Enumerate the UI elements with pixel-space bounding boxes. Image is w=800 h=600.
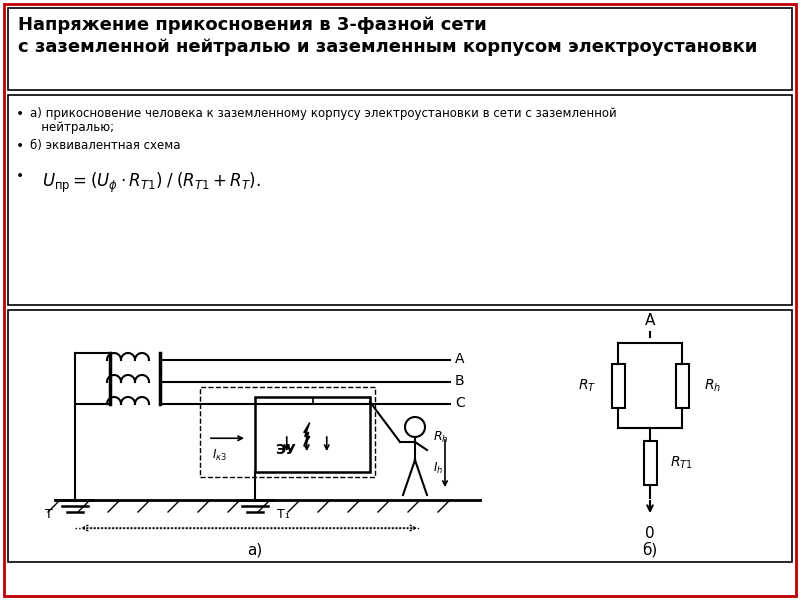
Text: $R_{T1}$: $R_{T1}$ (670, 455, 693, 471)
Text: а): а) (247, 542, 262, 557)
Text: •: • (16, 107, 24, 121)
Text: А: А (645, 313, 655, 328)
Text: •: • (16, 139, 24, 153)
Text: ЭУ: ЭУ (275, 443, 296, 457)
Text: $I_{к3}$: $I_{к3}$ (212, 448, 227, 463)
FancyBboxPatch shape (4, 4, 796, 596)
Bar (675, 364, 689, 407)
Text: $I_h$: $I_h$ (433, 461, 443, 476)
Text: Т₁: Т₁ (277, 508, 290, 520)
Text: •: • (16, 169, 24, 183)
Text: $R_T$: $R_T$ (578, 377, 596, 394)
Text: с заземленной нейтралью и заземленным корпусом электроустановки: с заземленной нейтралью и заземленным ко… (18, 38, 758, 56)
Bar (255, 397, 370, 472)
Text: $R_h$: $R_h$ (433, 430, 449, 445)
Text: Т: Т (46, 508, 53, 520)
Polygon shape (304, 422, 310, 446)
Bar (643, 441, 657, 485)
FancyBboxPatch shape (8, 95, 792, 305)
Text: 0: 0 (645, 526, 655, 541)
FancyBboxPatch shape (8, 8, 792, 90)
Text: Напряжение прикосновения в 3-фазной сети: Напряжение прикосновения в 3-фазной сети (18, 16, 486, 34)
Text: б) эквивалентная схема: б) эквивалентная схема (30, 139, 181, 152)
Bar (611, 364, 625, 407)
Text: б): б) (642, 542, 658, 558)
Text: $R_h$: $R_h$ (704, 377, 721, 394)
Text: а) прикосновение человека к заземленному корпусу электроустановки в сети с зазем: а) прикосновение человека к заземленному… (30, 107, 617, 120)
Text: B: B (455, 374, 465, 388)
Text: нейтралью;: нейтралью; (30, 121, 114, 134)
FancyBboxPatch shape (8, 310, 792, 562)
Text: A: A (455, 352, 465, 366)
Text: $U_{\mathsf{пр}} = (U_{\phi} \cdot R_{T1}) \;/\; (R_{T1} + R_{T}).$: $U_{\mathsf{пр}} = (U_{\phi} \cdot R_{T1… (42, 171, 261, 195)
Text: C: C (455, 396, 465, 410)
Bar (200, 387, 375, 477)
